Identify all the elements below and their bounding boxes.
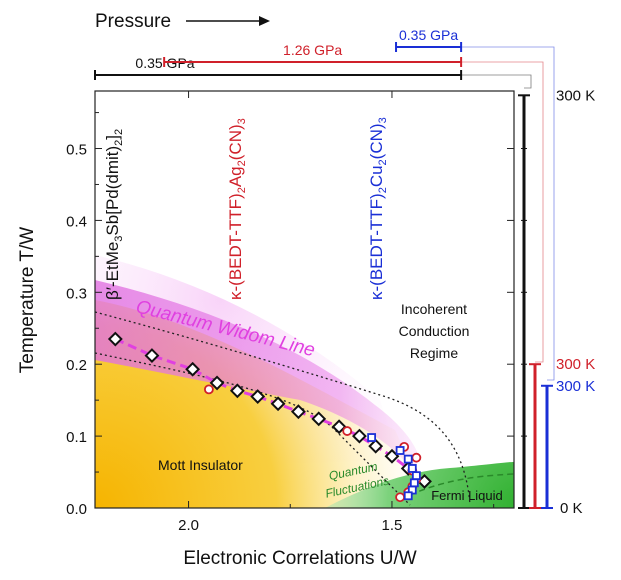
diamond-point bbox=[270, 396, 286, 412]
material-label-dmit: β′-EtMe3Sb[Pd(dmit)2]2 bbox=[103, 129, 125, 300]
upper-crossover-boundary bbox=[94, 311, 471, 506]
diamond-point bbox=[311, 411, 327, 427]
phase-regions bbox=[95, 255, 514, 508]
pressure-leader-line bbox=[461, 74, 532, 89]
circle-point-ag bbox=[342, 426, 353, 436]
material-label-ag: κ-(BEDT-TTF)2Ag2(CN)3 bbox=[226, 118, 248, 300]
axes: 0.0 0.1 0.2 0.3 0.4 0.5 2.0 1.5 Electronic Corre… bbox=[17, 90, 515, 569]
fermi-liquid-label: Fermi Liquid bbox=[431, 488, 503, 503]
fermi-liquid-boundary bbox=[409, 473, 515, 496]
quantum-widom-band bbox=[95, 280, 420, 470]
square-point-cu bbox=[407, 464, 417, 473]
diamond-point bbox=[107, 331, 123, 347]
circle-point-ag bbox=[395, 492, 405, 503]
data-marks bbox=[107, 331, 432, 503]
pressure-bar-label: 1.26 GPa bbox=[283, 42, 342, 58]
diamond-point bbox=[352, 428, 367, 444]
y-tick-label: 0.5 bbox=[66, 142, 87, 159]
y-tick-label: 0.1 bbox=[66, 429, 87, 446]
pressure-bar-label: 0.35 GPa bbox=[399, 27, 458, 43]
fermi-liquid-region bbox=[325, 462, 514, 508]
diamond-point bbox=[185, 361, 201, 377]
temperature-bottom-label: 0 K bbox=[560, 500, 583, 517]
square-point-cu bbox=[403, 454, 413, 464]
y-tick-label: 0.4 bbox=[66, 213, 87, 230]
diamond-point bbox=[250, 389, 266, 404]
pressure-leader-line bbox=[461, 61, 544, 363]
diamond-point bbox=[144, 348, 160, 363]
square-point-cu bbox=[367, 433, 377, 442]
plot-frame bbox=[94, 90, 515, 509]
square-point-cu bbox=[403, 491, 413, 501]
diamond-point bbox=[229, 383, 245, 399]
pressure-arrow-head bbox=[259, 16, 270, 26]
square-point-cu bbox=[395, 446, 405, 455]
y-tick-label: 0.0 bbox=[66, 501, 87, 518]
pressure-leader-line bbox=[461, 46, 555, 381]
diamond-point bbox=[368, 438, 384, 454]
pressure-label: Pressure bbox=[95, 11, 171, 32]
square-point-cu bbox=[409, 478, 419, 488]
temperature-scales: 300 K 0 K 300 K 300 K bbox=[518, 87, 595, 517]
temperature-top-label: 300 K bbox=[556, 378, 595, 395]
diamond-point bbox=[331, 419, 347, 435]
y-tick-label: 0.2 bbox=[66, 357, 87, 374]
square-point-cu bbox=[411, 471, 421, 481]
x-axis-label: Electronic Correlations U/W bbox=[183, 548, 416, 569]
circle-point-ag bbox=[411, 452, 422, 463]
diamond-point bbox=[209, 375, 225, 391]
incoherent-regime-label: Incoherent bbox=[401, 301, 467, 317]
circle-point-ag bbox=[204, 384, 214, 395]
x-tick-label: 1.5 bbox=[382, 517, 403, 534]
x-tick-label: 2.0 bbox=[178, 517, 199, 534]
temperature-top-label: 300 K bbox=[556, 356, 595, 373]
mott-insulator-label: Mott Insulator bbox=[158, 457, 243, 473]
y-axis-label: Temperature T/W bbox=[17, 227, 38, 373]
diamond-point bbox=[290, 404, 306, 420]
y-tick-label: 0.3 bbox=[66, 285, 87, 302]
incoherent-regime-label: Regime bbox=[410, 345, 458, 361]
incoherent-regime-label: Conduction bbox=[399, 323, 470, 339]
temperature-top-label: 300 K bbox=[556, 87, 595, 104]
material-label-cu: κ-(BEDT-TTF)2Cu2(CN)3 bbox=[367, 117, 389, 300]
